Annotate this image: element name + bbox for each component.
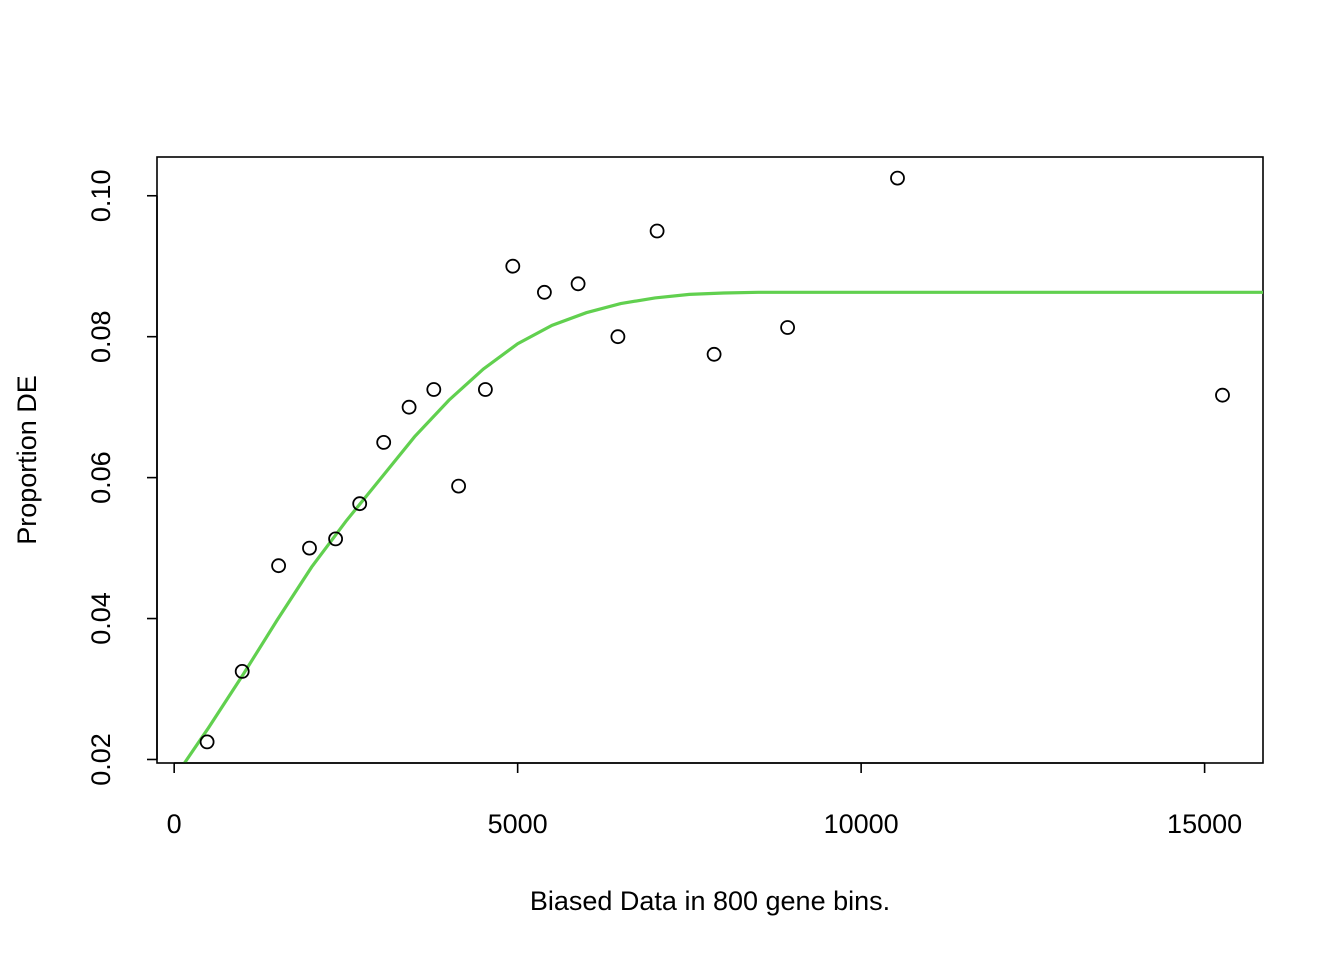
y-tick-label: 0.02 [86, 733, 116, 786]
plot-frame [156, 156, 1264, 764]
y-tick-label: 0.10 [86, 170, 116, 223]
data-point [537, 284, 552, 300]
data-point [302, 540, 317, 556]
data-point [780, 320, 795, 335]
fit-line [183, 290, 1263, 763]
data-point [199, 734, 215, 750]
fit-layer [183, 290, 1263, 763]
data-point [376, 434, 392, 450]
data-point [649, 223, 665, 239]
x-tick-label: 5000 [488, 809, 548, 839]
x-axis-label: Biased Data in 800 gene bins. [530, 886, 890, 916]
data-point [271, 558, 287, 574]
x-axis: 0 5000 10000 15000 [167, 762, 1242, 839]
y-tick-label: 0.06 [86, 451, 116, 504]
y-axis-label: Proportion DE [12, 375, 42, 545]
points-layer [199, 170, 1230, 750]
y-axis: 0.02 0.04 0.06 0.08 0.10 [86, 170, 158, 786]
data-point [426, 382, 442, 397]
data-point [610, 329, 626, 345]
data-point [1215, 387, 1230, 403]
data-point [328, 531, 344, 547]
x-tick-label: 0 [167, 809, 182, 839]
data-point [234, 664, 250, 679]
data-point [505, 258, 521, 274]
data-point [706, 346, 722, 362]
data-point [352, 496, 368, 512]
y-tick-label: 0.04 [86, 592, 116, 645]
x-tick-label: 10000 [824, 809, 899, 839]
data-point [477, 382, 493, 397]
y-tick-label: 0.08 [86, 310, 116, 363]
data-point [401, 399, 417, 415]
data-point [451, 478, 467, 494]
data-point [890, 170, 905, 186]
data-point [570, 276, 586, 292]
x-tick-label: 15000 [1167, 809, 1242, 839]
